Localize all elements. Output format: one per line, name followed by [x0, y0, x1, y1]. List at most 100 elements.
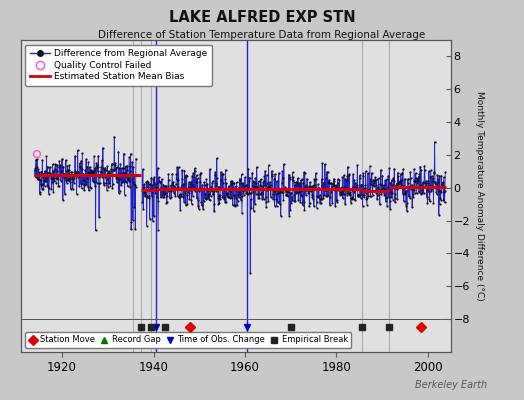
Point — [139, 188, 148, 195]
Point — [415, 189, 423, 196]
Point — [200, 182, 209, 188]
Point — [221, 176, 230, 183]
Point — [242, 190, 250, 196]
Point — [352, 182, 360, 189]
Point — [161, 190, 170, 196]
Point — [414, 178, 422, 184]
Point — [270, 203, 279, 209]
Point — [435, 201, 444, 207]
Point — [94, 163, 102, 170]
Point — [310, 176, 319, 182]
Point — [339, 195, 347, 202]
Point — [226, 191, 235, 198]
Point — [421, 180, 429, 186]
Point — [219, 180, 227, 186]
Point — [121, 192, 129, 198]
Point — [423, 180, 432, 186]
Point — [159, 181, 168, 188]
Point — [313, 186, 322, 192]
Point — [83, 175, 91, 181]
Point — [259, 179, 267, 185]
Point — [58, 156, 67, 162]
Point — [350, 188, 358, 195]
Point — [130, 172, 138, 178]
Point — [191, 188, 200, 194]
Point — [409, 190, 417, 197]
Point — [433, 172, 442, 179]
Point — [90, 178, 98, 185]
Point — [92, 160, 101, 166]
Point — [297, 191, 305, 198]
Point — [323, 168, 332, 175]
Point — [333, 199, 341, 205]
Point — [278, 168, 287, 174]
Point — [350, 176, 358, 183]
Point — [241, 174, 249, 180]
Point — [242, 182, 250, 188]
Point — [260, 182, 269, 188]
Point — [287, 190, 295, 196]
Point — [213, 155, 221, 162]
Point — [379, 189, 387, 195]
Point — [395, 179, 403, 186]
Point — [345, 172, 353, 178]
Point — [188, 173, 196, 179]
Point — [109, 166, 117, 173]
Point — [438, 180, 446, 187]
Point — [434, 176, 443, 182]
Point — [91, 183, 99, 190]
Y-axis label: Monthly Temperature Anomaly Difference (°C): Monthly Temperature Anomaly Difference (… — [475, 91, 484, 301]
Point — [298, 176, 306, 182]
Point — [220, 196, 228, 202]
Point — [268, 170, 277, 177]
Point — [176, 206, 184, 213]
Point — [279, 189, 287, 195]
Point — [383, 203, 391, 209]
Point — [200, 179, 209, 185]
Point — [69, 176, 78, 182]
Point — [168, 186, 177, 193]
Point — [263, 180, 271, 186]
Point — [425, 168, 433, 175]
Point — [155, 174, 163, 180]
Point — [310, 182, 319, 188]
Point — [203, 195, 211, 202]
Point — [100, 167, 108, 173]
Point — [245, 190, 253, 196]
Point — [413, 175, 422, 181]
Point — [202, 176, 211, 182]
Point — [82, 156, 90, 162]
Point — [229, 180, 237, 186]
Point — [429, 175, 437, 182]
Point — [384, 172, 392, 179]
Point — [75, 160, 84, 166]
Point — [82, 180, 90, 187]
Point — [196, 171, 204, 177]
Point — [36, 190, 44, 197]
Point — [144, 184, 152, 190]
Point — [45, 191, 53, 197]
Point — [140, 181, 148, 188]
Point — [385, 165, 394, 172]
Point — [403, 199, 411, 206]
Point — [334, 187, 342, 193]
Point — [107, 166, 115, 172]
Point — [328, 199, 336, 206]
Point — [174, 184, 182, 190]
Point — [315, 192, 324, 199]
Point — [74, 172, 83, 178]
Point — [141, 192, 150, 198]
Point — [83, 184, 92, 190]
Point — [287, 200, 296, 206]
Point — [234, 192, 242, 198]
Point — [64, 166, 73, 173]
Point — [143, 178, 151, 184]
Point — [155, 178, 163, 184]
Point — [145, 192, 154, 199]
Point — [267, 194, 275, 200]
Point — [223, 190, 231, 197]
Point — [198, 182, 206, 188]
Point — [54, 182, 62, 189]
Point — [211, 172, 219, 178]
Point — [389, 175, 397, 182]
